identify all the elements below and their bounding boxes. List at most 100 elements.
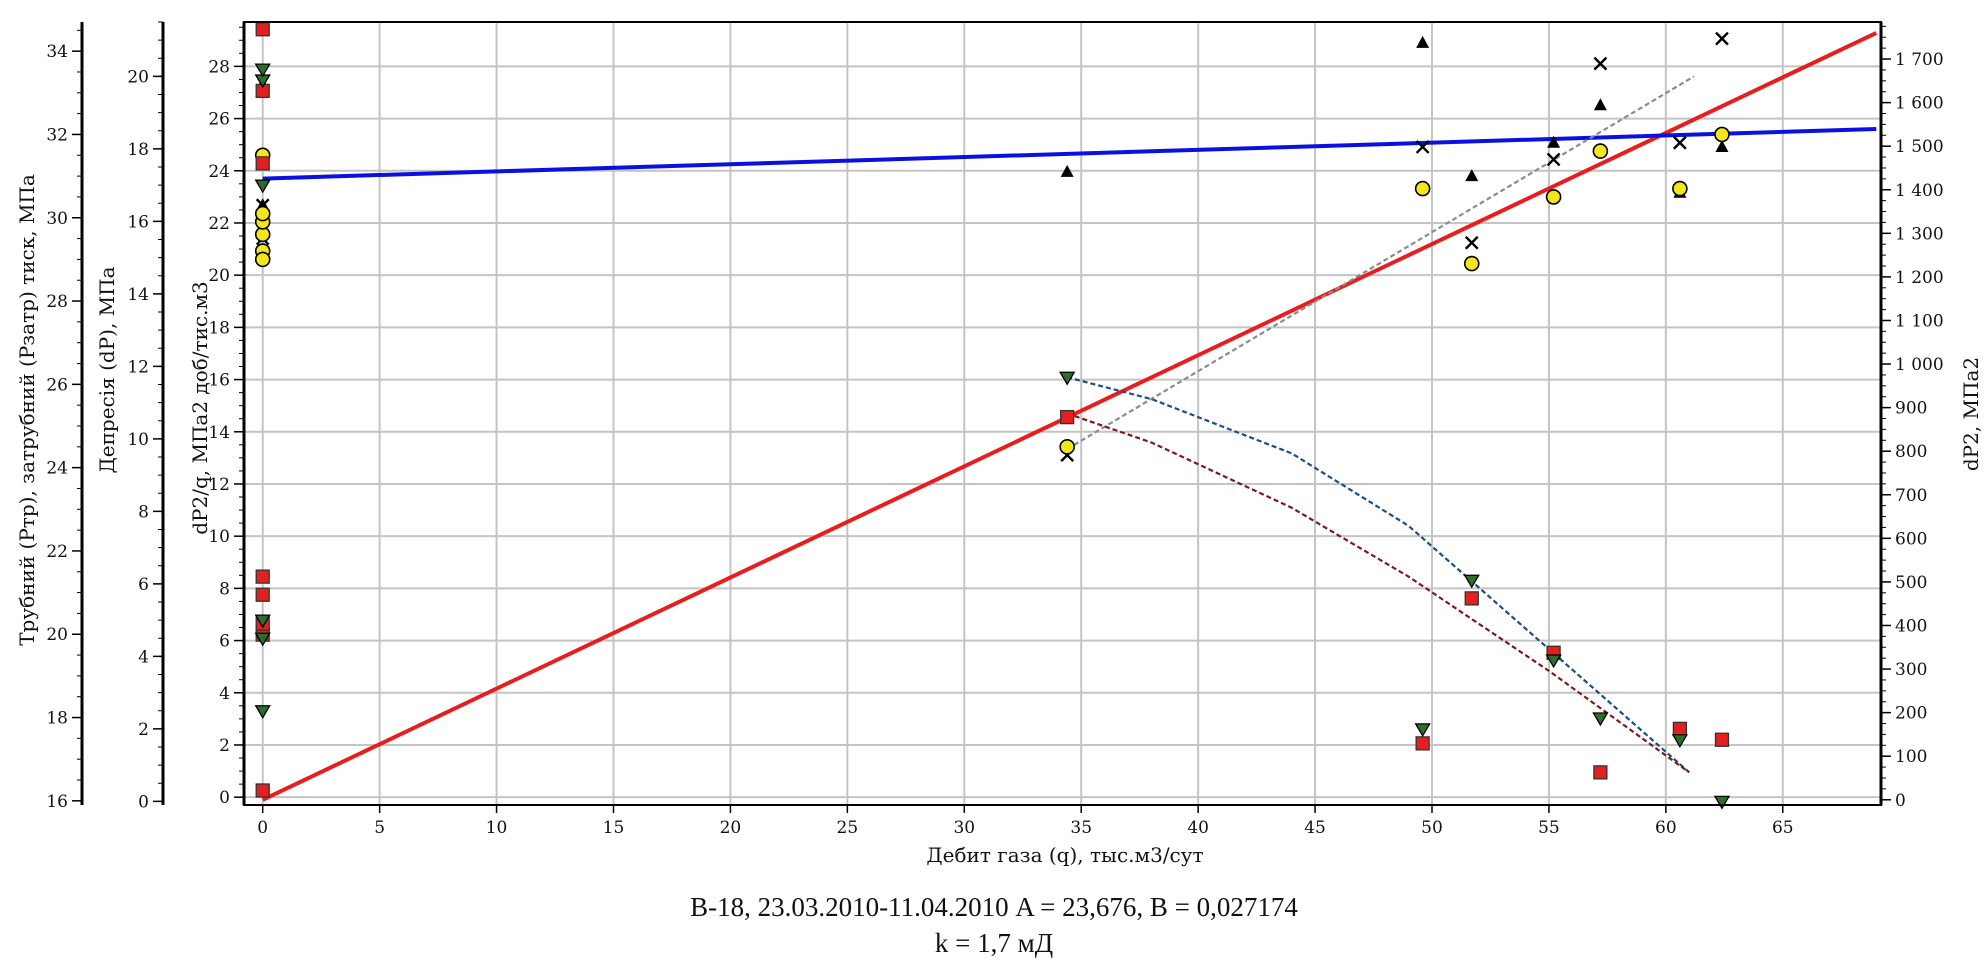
triangle-down-point (254, 179, 271, 194)
triangle-down-point (1059, 371, 1076, 386)
grid-lines (244, 22, 1881, 805)
x-tick-label: 10 (486, 818, 508, 838)
circle-point (1414, 180, 1431, 197)
x-tick-label: 60 (1655, 818, 1677, 838)
ptr-tick-label: 16 (46, 792, 68, 812)
cross-point (1673, 135, 1687, 150)
dp2-tick-label: 1 100 (1895, 311, 1944, 331)
dp2q-tick-label: 14 (208, 423, 230, 443)
dp2-tick-label: 700 (1895, 486, 1927, 506)
dp-tick-label: 10 (127, 430, 149, 450)
dp2q-tick-label: 28 (208, 57, 230, 77)
dp-tick-label: 20 (127, 67, 149, 87)
ptr-tick-label: 30 (46, 209, 68, 229)
dp-tick-label: 14 (127, 285, 149, 305)
dp2-axis-title: dP2, МПа2 (1959, 357, 1983, 471)
dp-tick-label: 12 (127, 357, 149, 377)
dp2-tick-label: 800 (1895, 442, 1927, 462)
dp-tick-label: 8 (138, 502, 149, 522)
triangle-down-point (1463, 574, 1480, 589)
x-tick-label: 35 (1070, 818, 1092, 838)
dp2-tick-label: 1 000 (1895, 355, 1944, 375)
triangle-down-point (1592, 712, 1609, 727)
triangle-down-point (1713, 795, 1731, 810)
dp2q-tick-label: 20 (208, 266, 230, 286)
triangle-down-point (254, 614, 271, 629)
triangle-down-point (1671, 734, 1689, 749)
dp-tick-label: 4 (138, 647, 149, 667)
dp2-tick-label: 600 (1895, 529, 1927, 549)
square-point (1060, 409, 1075, 425)
dp2q-tick-label: 24 (208, 162, 230, 182)
cross-point (1715, 31, 1729, 46)
square-point (255, 587, 270, 602)
ptr-tick-label: 28 (46, 292, 68, 312)
dp-tick-label: 0 (138, 792, 149, 812)
dp2q-tick-label: 26 (208, 110, 230, 130)
dp-tick-label: 16 (127, 212, 149, 232)
x-tick-label: 65 (1772, 818, 1794, 838)
triangle-up-point (1715, 139, 1729, 152)
dp2q-tick-label: 16 (208, 371, 230, 391)
ptr-tick-label: 20 (46, 625, 68, 645)
square-point (1672, 721, 1688, 737)
dp2q-tick-label: 22 (208, 214, 230, 234)
square-point (255, 783, 270, 798)
circle-point (1592, 143, 1609, 159)
dp2q-tick-label: 4 (219, 684, 230, 704)
triangle-up-point (1593, 98, 1607, 111)
x-tick-label: 25 (837, 818, 859, 838)
triangle-down-point (254, 63, 271, 78)
dp2-tick-label: 200 (1895, 704, 1927, 724)
triangle-down-point (254, 705, 271, 720)
dp2q-tick-label: 0 (219, 788, 230, 808)
triangle-up-point (1060, 164, 1074, 177)
chart-caption-line-1: В-18, 23.03.2010-11.04.2010 A = 23,676, … (690, 892, 1298, 922)
cross-point (1546, 152, 1561, 167)
triangle-up-point (1465, 169, 1479, 182)
x-tick-label: 20 (720, 818, 742, 838)
circle-point (1059, 439, 1075, 455)
ptr-tick-label: 32 (46, 125, 68, 145)
ptr-tick-label: 24 (46, 459, 68, 479)
data-series (254, 22, 1878, 810)
x-tick-label: 30 (953, 818, 975, 838)
dp-tick-label: 6 (138, 575, 149, 595)
dp2-tick-label: 1 300 (1895, 224, 1944, 244)
dp2-tick-label: 0 (1895, 791, 1906, 811)
ptr-tick-label: 22 (46, 542, 68, 562)
square-point (255, 156, 270, 171)
triangle-down-point (1414, 723, 1431, 738)
dp2q-tick-label: 12 (208, 475, 230, 495)
dp-axis-title: Депресія (dP), МПа (95, 266, 119, 473)
dp2-tick-label: 300 (1895, 660, 1927, 680)
triangle-up-point (1416, 35, 1430, 48)
dp2-tick-label: 400 (1895, 616, 1927, 636)
plot-area-frame (243, 21, 1882, 806)
dp2-tick-label: 1 700 (1895, 50, 1944, 70)
x-tick-label: 40 (1187, 818, 1209, 838)
dp2-tick-label: 500 (1895, 573, 1927, 593)
square-point (1714, 732, 1730, 747)
circle-point (1545, 189, 1562, 205)
x-axis-title: Дебит газа (q), тыс.м3/сут (926, 843, 1203, 867)
ptr-tick-label: 26 (46, 375, 68, 395)
x-tick-label: 55 (1538, 818, 1560, 838)
cross-point (1464, 235, 1479, 250)
circle-point (1714, 126, 1730, 143)
x-tick-label: 5 (374, 818, 385, 838)
circle-point (1463, 255, 1480, 272)
cross-point (1415, 140, 1430, 154)
dp2-tick-label: 1 400 (1895, 181, 1944, 201)
triangle-down-point (1545, 654, 1562, 669)
ptr-tick-label: 34 (46, 42, 68, 62)
dp2-tick-label: 1 500 (1895, 137, 1944, 157)
dp2q-tick-label: 2 (219, 736, 230, 756)
triangle-up-point (1547, 135, 1561, 148)
dp-tick-label: 2 (138, 720, 149, 740)
series-line-1 (262, 127, 1877, 181)
dp2-tick-label: 900 (1895, 399, 1927, 419)
dp2q-tick-label: 8 (219, 579, 230, 599)
triangle-down-point (254, 632, 271, 647)
